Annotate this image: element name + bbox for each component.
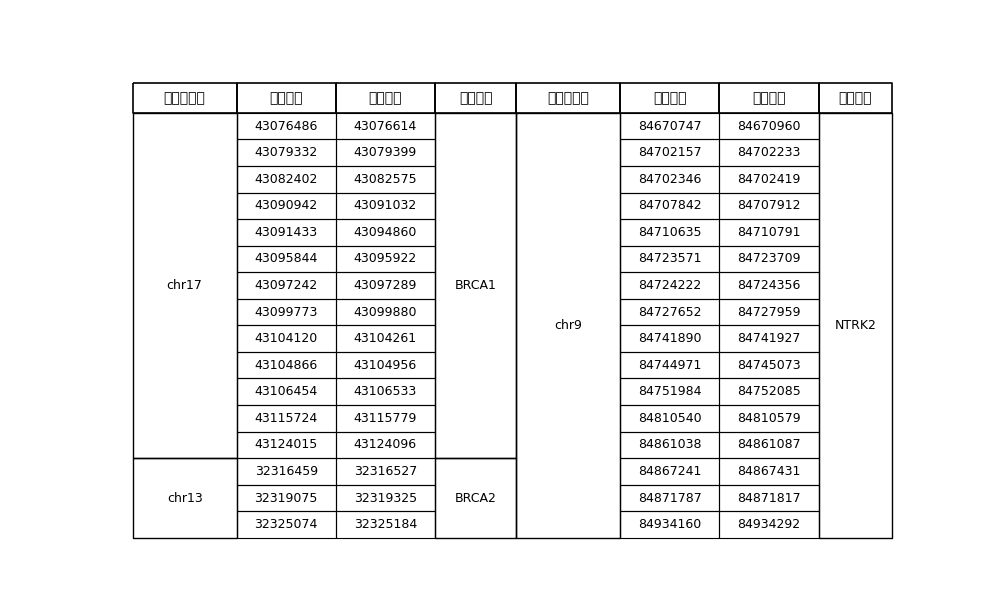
Text: 43090942: 43090942: [255, 199, 318, 212]
Text: 终止位置: 终止位置: [369, 91, 402, 105]
Text: 终止位置: 终止位置: [752, 91, 786, 105]
Text: 84702346: 84702346: [638, 173, 701, 186]
Text: BRCA1: BRCA1: [455, 279, 497, 292]
Text: 43104956: 43104956: [354, 359, 417, 371]
Text: 43076614: 43076614: [354, 119, 417, 133]
Text: 起始位置: 起始位置: [269, 91, 303, 105]
Text: 43124015: 43124015: [255, 438, 318, 451]
Text: 84727959: 84727959: [737, 306, 801, 319]
Text: 43082402: 43082402: [254, 173, 318, 186]
Text: 43104866: 43104866: [255, 359, 318, 371]
Text: 染色体编号: 染色体编号: [547, 91, 589, 105]
Text: 32325184: 32325184: [354, 518, 417, 531]
Text: 43099773: 43099773: [254, 306, 318, 319]
Text: 84727652: 84727652: [638, 306, 701, 319]
Text: 突变基因: 突变基因: [839, 91, 872, 105]
Text: chr17: chr17: [167, 279, 203, 292]
Text: 84934292: 84934292: [737, 518, 800, 531]
Text: 84702419: 84702419: [737, 173, 801, 186]
Text: 起始位置: 起始位置: [653, 91, 686, 105]
Text: 84723571: 84723571: [638, 252, 701, 266]
Text: 43106533: 43106533: [354, 385, 417, 399]
Text: 84861038: 84861038: [638, 438, 701, 451]
Text: 84751984: 84751984: [638, 385, 701, 399]
Text: 43104120: 43104120: [255, 332, 318, 345]
Text: 84810540: 84810540: [638, 412, 701, 425]
Text: 84670960: 84670960: [737, 119, 801, 133]
Text: 32325074: 32325074: [254, 518, 318, 531]
Text: 43124096: 43124096: [354, 438, 417, 451]
Text: chr13: chr13: [167, 491, 203, 504]
Text: 突变基因: 突变基因: [459, 91, 492, 105]
Text: 43082575: 43082575: [354, 173, 417, 186]
Text: 84741927: 84741927: [737, 332, 801, 345]
Text: 32319075: 32319075: [254, 491, 318, 504]
Text: 43079332: 43079332: [255, 146, 318, 159]
Text: 43104261: 43104261: [354, 332, 417, 345]
Text: 43094860: 43094860: [354, 226, 417, 239]
Text: 84724356: 84724356: [737, 279, 801, 292]
Text: chr9: chr9: [554, 319, 582, 332]
Text: 84707842: 84707842: [638, 199, 701, 212]
Text: NTRK2: NTRK2: [834, 319, 876, 332]
Text: 43115779: 43115779: [354, 412, 417, 425]
Text: BRCA2: BRCA2: [455, 491, 497, 504]
Text: 32319325: 32319325: [354, 491, 417, 504]
Text: 84810579: 84810579: [737, 412, 801, 425]
Text: 84871787: 84871787: [638, 491, 702, 504]
Text: 43099880: 43099880: [354, 306, 417, 319]
Text: 84744971: 84744971: [638, 359, 701, 371]
Text: 43095922: 43095922: [354, 252, 417, 266]
Text: 43097242: 43097242: [255, 279, 318, 292]
Text: 84710635: 84710635: [638, 226, 701, 239]
Text: 43115724: 43115724: [255, 412, 318, 425]
Text: 84702233: 84702233: [737, 146, 801, 159]
Text: 43095844: 43095844: [254, 252, 318, 266]
Text: 43079399: 43079399: [354, 146, 417, 159]
Text: 84723709: 84723709: [737, 252, 801, 266]
Text: 43091032: 43091032: [354, 199, 417, 212]
Text: 32316527: 32316527: [354, 465, 417, 478]
Text: 84707912: 84707912: [737, 199, 801, 212]
Text: 84745073: 84745073: [737, 359, 801, 371]
Text: 84702157: 84702157: [638, 146, 701, 159]
Text: 84934160: 84934160: [638, 518, 701, 531]
Text: 43097289: 43097289: [354, 279, 417, 292]
Text: 84741890: 84741890: [638, 332, 701, 345]
Text: 84861087: 84861087: [737, 438, 801, 451]
Text: 43076486: 43076486: [254, 119, 318, 133]
Text: 84867431: 84867431: [737, 465, 801, 478]
Text: 84752085: 84752085: [737, 385, 801, 399]
Text: 84670747: 84670747: [638, 119, 701, 133]
Text: 84710791: 84710791: [737, 226, 801, 239]
Text: 43091433: 43091433: [255, 226, 318, 239]
Text: 84867241: 84867241: [638, 465, 701, 478]
Text: 染色体编号: 染色体编号: [164, 91, 206, 105]
Text: 43106454: 43106454: [255, 385, 318, 399]
Text: 84871817: 84871817: [737, 491, 801, 504]
Text: 32316459: 32316459: [255, 465, 318, 478]
Text: 84724222: 84724222: [638, 279, 701, 292]
